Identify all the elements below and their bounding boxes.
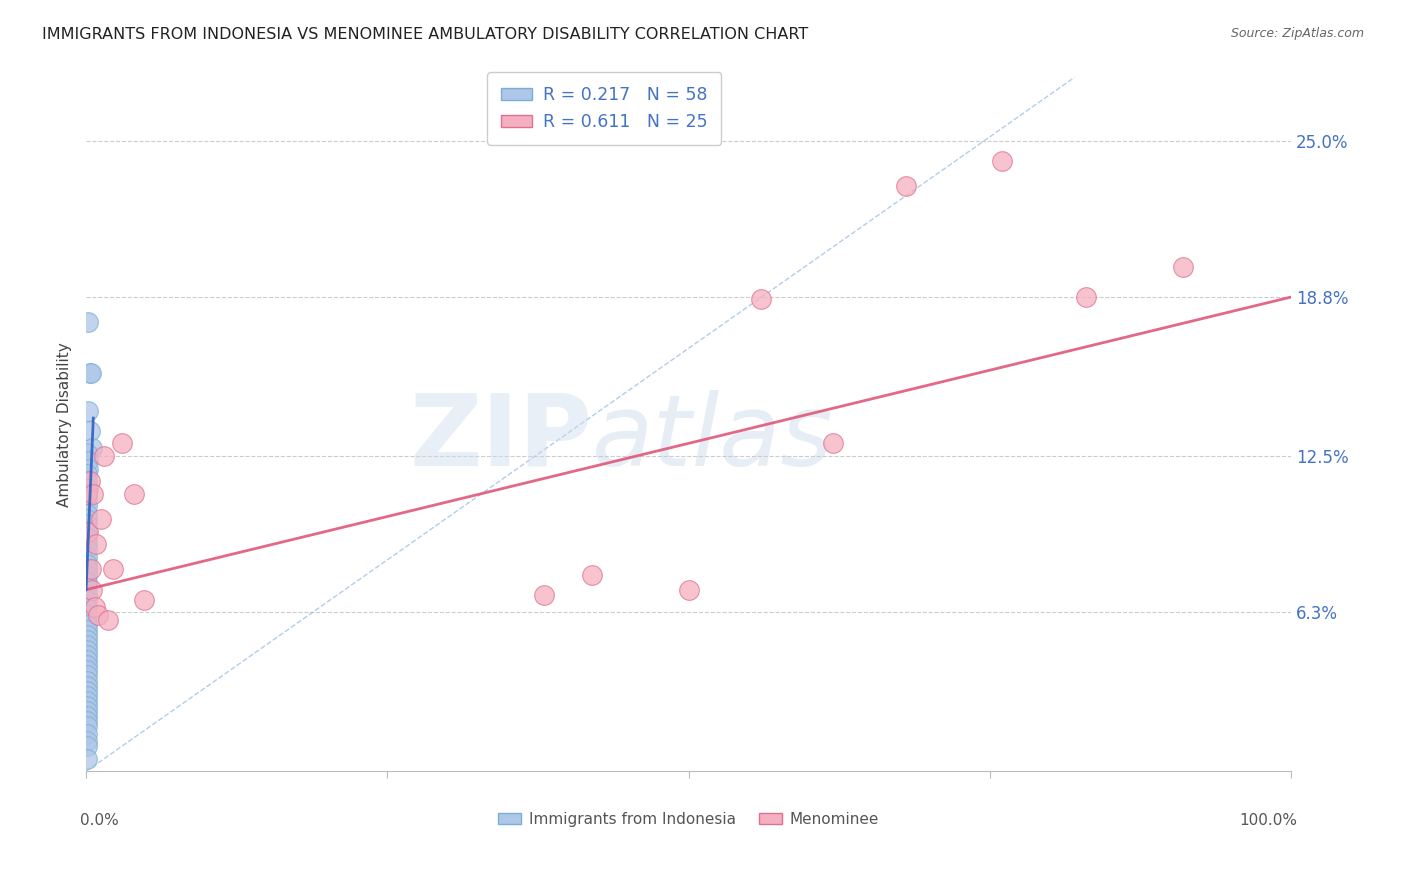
Point [76,648,98,663]
Point [76,628,98,642]
Text: atlas: atlas [592,390,834,487]
Point [97,613,120,627]
Point [76,643,98,657]
Point [76,580,98,594]
Point [82,582,104,597]
Point [79,474,101,488]
Y-axis label: Ambulatory Disability: Ambulatory Disability [58,342,72,507]
Point [77,461,100,475]
Point [76,500,98,514]
Point [76,689,98,703]
Point [76,512,98,526]
Point [76,567,98,582]
Point [76,709,98,723]
Point [77,454,100,468]
Point [76,623,98,637]
Point [76,613,98,627]
Point [76,446,98,460]
Text: IMMIGRANTS FROM INDONESIA VS MENOMINEE AMBULATORY DISABILITY CORRELATION CHART: IMMIGRANTS FROM INDONESIA VS MENOMINEE A… [42,27,808,42]
Point [581,567,603,582]
Point [87,607,110,622]
Point [76,714,98,728]
Point [84,537,107,551]
Point [76,618,98,632]
Point [76,558,98,572]
Point [76,588,98,602]
Point [76,668,98,682]
Point [101,562,124,576]
Text: 0.0%: 0.0% [80,813,118,828]
Point [76,752,98,766]
Point [76,607,98,622]
Point [76,694,98,708]
Point [823,436,845,450]
Point [76,487,98,501]
Point [76,474,98,488]
Point [76,734,98,748]
Text: Source: ZipAtlas.com: Source: ZipAtlas.com [1230,27,1364,40]
Point [80,366,103,380]
Point [76,487,98,501]
Text: ZIP: ZIP [409,390,592,487]
Point [76,530,98,544]
Point [76,664,98,678]
Point [533,588,555,602]
Point [77,403,100,417]
Point [76,638,98,652]
Point [76,562,98,576]
Point [76,491,98,506]
Point [678,582,700,597]
Point [82,442,104,456]
Point [90,512,112,526]
Point [894,178,917,193]
Point [76,679,98,693]
Point [82,487,104,501]
Point [76,726,98,740]
Point [76,739,98,753]
Point [111,436,134,450]
Point [79,366,101,380]
Legend: Immigrants from Indonesia, Menominee: Immigrants from Indonesia, Menominee [492,805,884,833]
Point [77,315,100,329]
Point [991,153,1014,168]
Point [76,507,98,521]
Point [76,575,98,590]
Point [76,698,98,713]
Point [76,633,98,648]
Point [76,542,98,557]
Point [76,517,98,532]
Point [76,683,98,698]
Point [79,424,101,438]
Point [76,524,98,539]
Point [76,658,98,673]
Point [76,600,98,615]
Point [83,600,105,615]
Point [76,467,98,481]
Point [76,704,98,718]
Point [80,562,103,576]
Point [76,592,98,607]
Point [1076,290,1098,304]
Point [77,524,100,539]
Point [76,549,98,564]
Point [76,673,98,688]
Point [76,537,98,551]
Text: 100.0%: 100.0% [1239,813,1298,828]
Point [132,592,155,607]
Point [1171,260,1194,274]
Point [749,293,772,307]
Point [76,719,98,733]
Point [77,482,100,496]
Point [76,653,98,667]
Point [93,449,115,463]
Point [124,487,146,501]
